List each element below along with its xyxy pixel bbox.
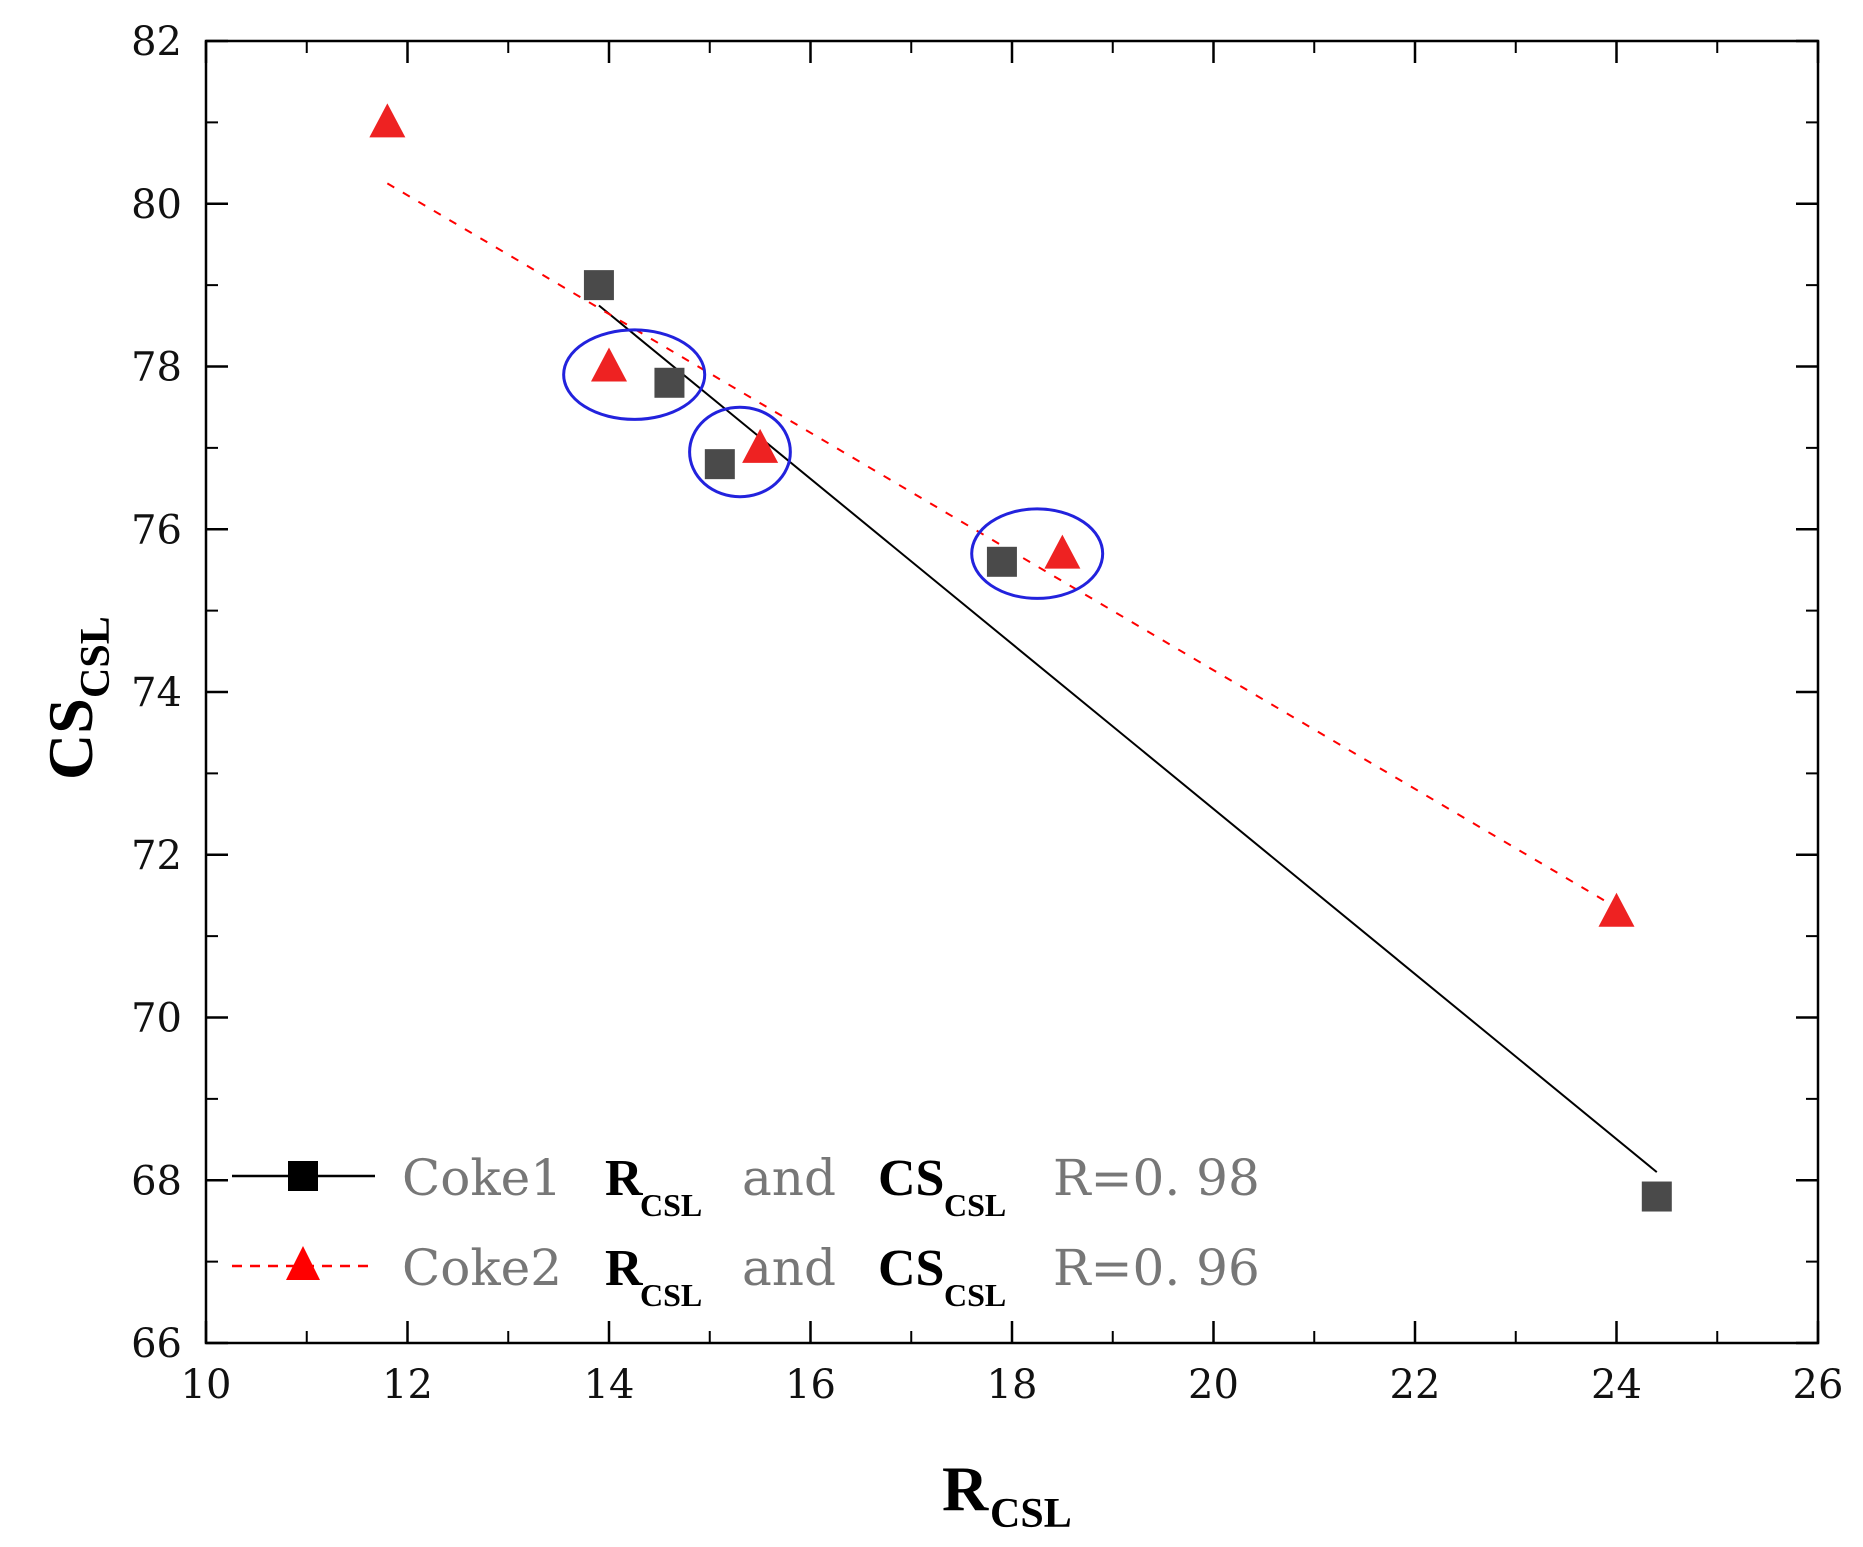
x-tick-label: 14 — [584, 1362, 635, 1408]
point-coke1 — [986, 546, 1017, 577]
legend: Coke1 R CSL and CS CSL R=0. 98 Coke2 R C… — [232, 1149, 1260, 1313]
legend-r-coke1: R — [605, 1150, 644, 1207]
y-tick-label: 78 — [131, 345, 182, 391]
x-tick-label: 26 — [1793, 1362, 1844, 1408]
legend-r-coke2: R — [605, 1240, 644, 1297]
y-axis-title-main: CS — [35, 698, 106, 780]
legend-cs-coke1: CS — [878, 1150, 944, 1207]
fit-line-coke1 — [598, 304, 1658, 1173]
y-axis-title: CS CSL — [35, 616, 119, 780]
highlight-ellipse — [688, 405, 792, 499]
legend-entry-coke1: Coke1 R CSL and CS CSL R=0. 98 — [232, 1149, 1260, 1223]
point-coke2 — [369, 103, 406, 138]
legend-entry-coke2: Coke2 R CSL and CS CSL R=0. 96 — [232, 1239, 1260, 1313]
tick-labels: 10 12 14 16 18 20 22 24 26 66 68 70 72 74 76 78 80 82 — [131, 19, 1843, 1408]
legend-r-sub-coke1: CSL — [640, 1187, 702, 1223]
legend-label-coke2: Coke2 — [402, 1239, 562, 1297]
legend-cs-sub-coke2: CSL — [944, 1277, 1006, 1313]
point-coke1 — [704, 449, 735, 480]
point-coke2 — [742, 428, 779, 463]
x-axis-title-sub: CSL — [990, 1491, 1072, 1537]
x-tick-label: 20 — [1188, 1362, 1239, 1408]
y-tick-label: 80 — [131, 182, 182, 228]
y-tick-label: 72 — [131, 833, 182, 879]
legend-rvalue-coke1: R=0. 98 — [1053, 1149, 1260, 1207]
legend-marker-coke1 — [288, 1161, 318, 1191]
fit-line-coke2 — [386, 182, 1618, 909]
point-coke1 — [654, 367, 685, 398]
legend-marker-coke2 — [286, 1246, 320, 1280]
highlight-ellipses — [562, 328, 1105, 600]
x-axis-title-main: R — [942, 1453, 989, 1524]
y-tick-label: 68 — [131, 1158, 182, 1204]
legend-label-coke1: Coke1 — [402, 1149, 562, 1207]
legend-and-coke1: and — [742, 1149, 836, 1207]
legend-r-sub-coke2: CSL — [640, 1277, 702, 1313]
legend-rvalue-coke2: R=0. 96 — [1053, 1239, 1260, 1297]
highlight-ellipse — [562, 328, 707, 421]
x-tick-label: 10 — [181, 1362, 232, 1408]
legend-and-coke2: and — [742, 1239, 836, 1297]
x-tick-label: 16 — [785, 1362, 836, 1408]
point-coke2 — [1044, 534, 1081, 569]
y-tick-label: 74 — [131, 670, 182, 716]
y-tick-label: 66 — [131, 1321, 182, 1367]
x-tick-label: 12 — [382, 1362, 433, 1408]
legend-cs-coke2: CS — [878, 1240, 944, 1297]
x-tick-label: 18 — [987, 1362, 1038, 1408]
highlight-ellipse — [970, 507, 1105, 600]
point-coke2 — [591, 347, 627, 382]
point-coke1 — [583, 270, 614, 301]
x-tick-label: 22 — [1390, 1362, 1441, 1408]
point-coke2 — [1598, 892, 1635, 927]
fit-lines — [386, 182, 1658, 1173]
x-axis-title: R CSL — [942, 1453, 1072, 1537]
y-tick-label: 76 — [131, 507, 182, 553]
y-axis-title-sub: CSL — [73, 616, 119, 698]
y-tick-label: 82 — [131, 19, 182, 65]
point-coke1 — [1641, 1181, 1672, 1212]
legend-cs-sub-coke1: CSL — [944, 1187, 1006, 1223]
x-tick-label: 24 — [1591, 1362, 1642, 1408]
axis-ticks — [204, 39, 1820, 1345]
data-markers — [369, 103, 1672, 1212]
y-tick-label: 70 — [131, 996, 182, 1042]
